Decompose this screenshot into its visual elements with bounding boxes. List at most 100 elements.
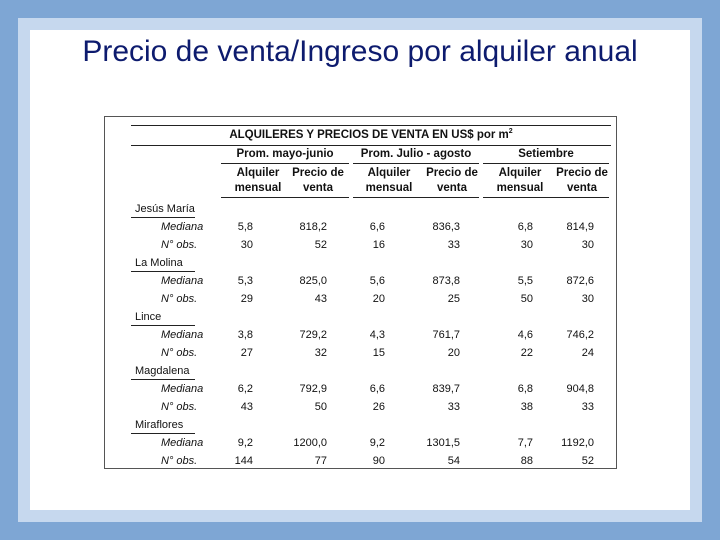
- table-cell: 729,2: [299, 329, 327, 341]
- table-cell: 33: [447, 401, 460, 413]
- row-label: Mediana: [161, 275, 204, 287]
- table-cell: 52: [581, 455, 594, 467]
- table-cell: 839,7: [432, 383, 460, 395]
- table-cell: 6,2: [237, 383, 253, 395]
- subheader-2-line-2: venta: [302, 182, 334, 194]
- table-cell: 26: [372, 401, 385, 413]
- table-cell: 77: [314, 455, 327, 467]
- table-cell: 5,3: [237, 275, 253, 287]
- table-cell: 4,6: [517, 329, 533, 341]
- district-name: Lince: [135, 311, 162, 323]
- subheader-rule-3: [483, 197, 609, 198]
- table-cell: 54: [447, 455, 460, 467]
- table-cell: 29: [240, 293, 253, 305]
- district-name: Magdalena: [135, 365, 190, 377]
- subheader-1-line-2: mensual: [234, 182, 282, 194]
- table-cell: 814,9: [566, 221, 594, 233]
- table-cell: 52: [314, 239, 327, 251]
- district-underline: [131, 379, 195, 380]
- subheader-2-line-1: Precio de: [292, 167, 344, 179]
- table-cell: 9,2: [369, 437, 385, 449]
- table-cell: 904,8: [566, 383, 594, 395]
- table-cell: 25: [447, 293, 460, 305]
- row-label: Mediana: [161, 383, 204, 395]
- table-cell: 30: [581, 239, 594, 251]
- table-cell: 33: [447, 239, 460, 251]
- subheader-rule-1: [221, 197, 349, 198]
- subheader-5-line-2: mensual: [496, 182, 544, 194]
- subheader-4-line-2: venta: [436, 182, 468, 194]
- row-label: N° obs.: [161, 347, 198, 359]
- table-cell: 761,7: [432, 329, 460, 341]
- row-label: N° obs.: [161, 401, 198, 413]
- table-cell: 20: [447, 347, 460, 359]
- table-cell: 7,7: [517, 437, 533, 449]
- district-underline: [131, 217, 195, 218]
- table-cell: 33: [581, 401, 594, 413]
- table-cell: 144: [234, 455, 253, 467]
- subheader-3-line-1: Alquiler: [367, 167, 411, 179]
- table-cell: 16: [372, 239, 385, 251]
- subheader-3-line-2: mensual: [365, 182, 413, 194]
- table-cell: 32: [314, 347, 327, 359]
- table-cell: 5,8: [237, 221, 253, 233]
- period-header-2: Prom. Julio - agosto: [360, 148, 472, 160]
- table-cell: 38: [520, 401, 533, 413]
- row-label: N° obs.: [161, 239, 198, 251]
- table-cell: 4,3: [369, 329, 385, 341]
- table-cell: 90: [372, 455, 385, 467]
- row-label: Mediana: [161, 437, 204, 449]
- table-cell: 22: [520, 347, 533, 359]
- table-cell: 20: [372, 293, 385, 305]
- period-header-3: Setiembre: [518, 148, 574, 160]
- table-cell: 836,3: [432, 221, 460, 233]
- table-cell: 30: [520, 239, 533, 251]
- table-cell: 30: [581, 293, 594, 305]
- table-cell: 5,5: [517, 275, 533, 287]
- district-underline: [131, 325, 195, 326]
- table-cell: 43: [314, 293, 327, 305]
- subheader-6-line-2: venta: [566, 182, 598, 194]
- table-cell: 872,6: [566, 275, 594, 287]
- subheader-4-line-1: Precio de: [426, 167, 478, 179]
- district-underline: [131, 271, 195, 272]
- table-cell: 818,2: [299, 221, 327, 233]
- district-underline: [131, 433, 195, 434]
- district-name: Jesús María: [135, 203, 195, 215]
- table-cell: 746,2: [566, 329, 594, 341]
- table-cell: 6,8: [517, 221, 533, 233]
- table-cell: 792,9: [299, 383, 327, 395]
- table-caption: ALQUILERES Y PRECIOS DE VENTA EN US$ por…: [229, 128, 513, 141]
- table-cell: 1301,5: [426, 437, 460, 449]
- table-cell: 873,8: [432, 275, 460, 287]
- table-cell: 43: [240, 401, 253, 413]
- slide-title: Precio de venta/Ingreso por alquiler anu…: [82, 35, 638, 68]
- table-cell: 50: [520, 293, 533, 305]
- slide: Precio de venta/Ingreso por alquiler anu…: [30, 30, 690, 510]
- table-cell: 6,6: [369, 221, 385, 233]
- table-cell: 5,6: [369, 275, 385, 287]
- district-name: Miraflores: [135, 419, 184, 431]
- table-cell: 3,8: [237, 329, 253, 341]
- row-label: Mediana: [161, 329, 204, 341]
- data-table: ALQUILERES Y PRECIOS DE VENTA EN US$ por…: [104, 116, 617, 469]
- table-cell: 6,8: [517, 383, 533, 395]
- table-cell: 50: [314, 401, 327, 413]
- period-rule-3: [483, 163, 609, 164]
- row-label: N° obs.: [161, 293, 198, 305]
- table-cell: 24: [581, 347, 594, 359]
- table-cell: 1192,0: [561, 437, 594, 449]
- table-cell: 825,0: [299, 275, 327, 287]
- table-cell: 9,2: [237, 437, 253, 449]
- table-top-rule: [131, 125, 611, 126]
- table-cell: 27: [240, 347, 253, 359]
- subheader-6-line-1: Precio de: [556, 167, 608, 179]
- period-rule-1: [221, 163, 349, 164]
- period-header-1: Prom. mayo-junio: [236, 148, 334, 160]
- caption-rule: [131, 145, 611, 146]
- district-name: La Molina: [135, 257, 183, 269]
- table-cell: 30: [240, 239, 253, 251]
- period-rule-2: [353, 163, 479, 164]
- table-cell: 88: [520, 455, 533, 467]
- table-cell: 6,6: [369, 383, 385, 395]
